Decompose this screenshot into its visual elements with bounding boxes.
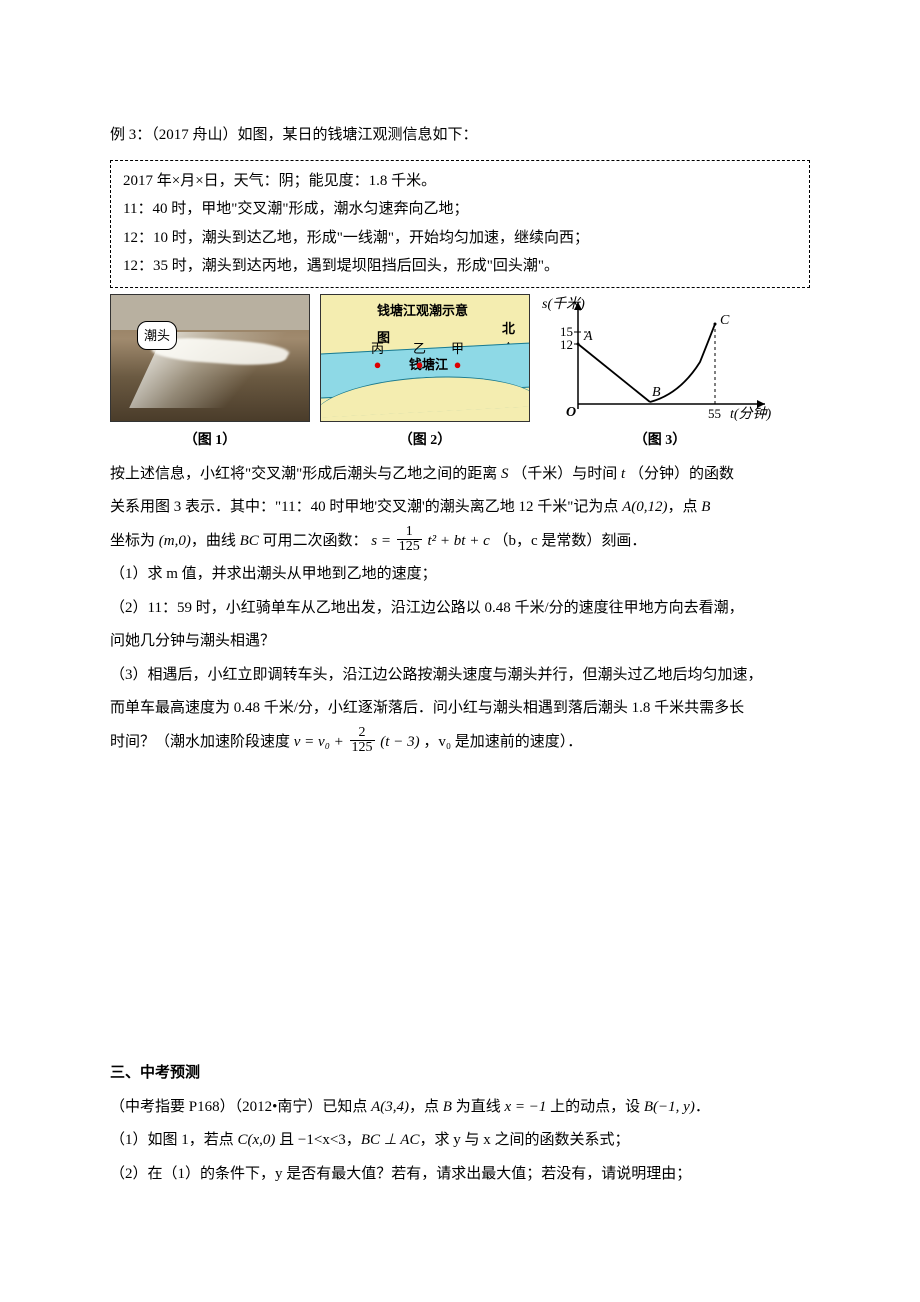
figure-2-caption: （图 2） [399, 426, 452, 455]
city-bing: 丙● [371, 335, 384, 368]
fraction-2-125: 2125 [350, 726, 375, 755]
question-3c: 时间？（潮水加速阶段速度 v = v₀ + 2125 (t − 3) ，v₀ 是… [110, 727, 810, 759]
info-box: 2017 年×月×日，天气：阴；能见度：1.8 千米。 11：40 时，甲地"交… [110, 160, 810, 288]
tide-head-label: 潮头 [137, 321, 177, 350]
figure-1: 潮头 （图 1） [110, 294, 310, 455]
fraction-1-125: 1125 [397, 525, 422, 554]
forecast-q2: （2）在（1）的条件下，y 是否有最大值？若有，请求出最大值；若没有，请说明理由… [110, 1159, 810, 1191]
svg-text:C: C [720, 313, 730, 328]
figure-3-caption: （图 3） [634, 426, 687, 455]
body-para-3: 坐标为 (m,0)，曲线 BC 可用二次函数： s = 1125 t² + bt… [110, 526, 810, 558]
body-para-1: 按上述信息，小红将"交叉潮"形成后潮头与乙地之间的距离 S （千米）与时间 t … [110, 459, 810, 491]
forecast-line-1: （中考指要 P168）（2012•南宁）已知点 A(3,4)，点 B 为直线 x… [110, 1092, 810, 1124]
forecast-q1: （1）如图 1，若点 C(x,0) 且 −1<x<3，BC ⊥ AC，求 y 与… [110, 1125, 810, 1157]
blank-workspace [110, 760, 810, 1040]
question-2b: 问她几分钟与潮头相遇？ [110, 626, 810, 658]
figure-1-image: 潮头 [110, 294, 310, 422]
svg-text:A: A [583, 329, 593, 344]
svg-text:55: 55 [708, 406, 721, 421]
figure-1-caption: （图 1） [184, 426, 237, 455]
figures-row: 潮头 （图 1） 钱塘江观潮示意图 北 ↑ 钱塘江 丙● 乙● 甲● （图 2） [110, 294, 810, 455]
svg-text:t(分钟): t(分钟) [730, 406, 772, 422]
question-3a: （3）相遇后，小红立即调转车头，沿江边公路按潮头速度与潮头并行，但潮头过乙地后均… [110, 660, 810, 692]
svg-text:12: 12 [560, 337, 573, 352]
question-2a: （2）11：59 时，小红骑单车从乙地出发，沿江边公路以 0.48 千米/分的速… [110, 593, 810, 625]
info-line-3: 12：10 时，潮头到达乙地，形成"一线潮"，开始均匀加速，继续向西； [123, 224, 797, 253]
section-heading: 三、中考预测 [110, 1058, 810, 1090]
figure-3: s(千米) t(分钟) 15 12 55 O A B C （图 3） [540, 294, 780, 455]
city-jia: 甲● [451, 335, 464, 368]
body-para-2: 关系用图 3 表示．其中："11：40 时甲地'交叉潮'的潮头离乙地 12 千米… [110, 492, 810, 524]
info-line-2: 11：40 时，甲地"交叉潮"形成，潮水匀速奔向乙地； [123, 195, 797, 224]
figure-3-chart: s(千米) t(分钟) 15 12 55 O A B C [540, 294, 780, 422]
info-line-1: 2017 年×月×日，天气：阴；能见度：1.8 千米。 [123, 167, 797, 196]
svg-text:s(千米): s(千米) [542, 296, 585, 312]
example3-title: 例 3：（2017 舟山）如图，某日的钱塘江观测信息如下： [110, 120, 810, 152]
figure-2-image: 钱塘江观潮示意图 北 ↑ 钱塘江 丙● 乙● 甲● [320, 294, 530, 422]
info-line-4: 12：35 时，潮头到达丙地，遇到堤坝阻挡后回头，形成"回头潮"。 [123, 252, 797, 281]
city-yi: 乙● [413, 335, 426, 368]
svg-text:B: B [652, 385, 661, 400]
svg-text:O: O [566, 405, 576, 420]
figure-2: 钱塘江观潮示意图 北 ↑ 钱塘江 丙● 乙● 甲● （图 2） [320, 294, 530, 455]
question-3b: 而单车最高速度为 0.48 千米/分，小红逐渐落后．问小红与潮头相遇到落后潮头 … [110, 693, 810, 725]
question-1: （1）求 m 值，并求出潮头从甲地到乙地的速度； [110, 559, 810, 591]
north-label: 北 [502, 321, 515, 336]
